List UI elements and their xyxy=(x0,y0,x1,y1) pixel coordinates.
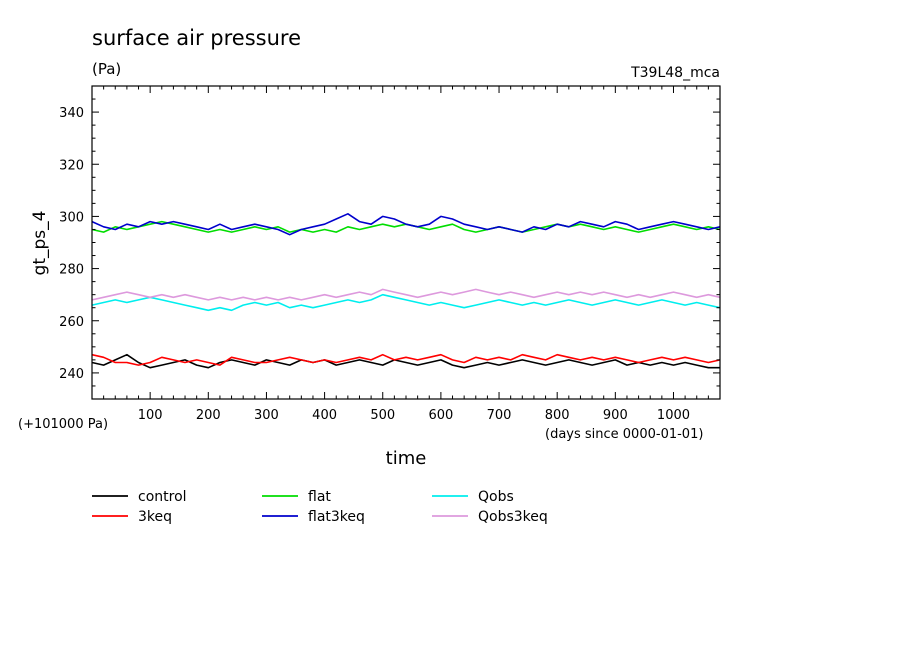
x-tick-label: 900 xyxy=(603,408,628,423)
series-line-flat3keq xyxy=(91,213,721,236)
x-axis-label: time xyxy=(386,448,427,469)
x-tick-label: 200 xyxy=(196,408,221,423)
experiment-label: T39L48_mca xyxy=(630,65,720,81)
chart-unit: (Pa) xyxy=(92,60,121,78)
legend-label-3keq: 3keq xyxy=(138,509,172,525)
legend-label-flat3keq: flat3keq xyxy=(308,509,365,525)
x-units-label: (days since 0000-01-01) xyxy=(545,427,703,442)
x-tick-label: 1000 xyxy=(657,408,690,423)
y-axis-label: gt_ps_4 xyxy=(30,211,50,276)
y-offset-label: (+101000 Pa) xyxy=(18,417,108,432)
series-layer xyxy=(91,213,721,369)
x-tick-label: 600 xyxy=(428,408,453,423)
plot-area: 100 200 300 400 500 600 700 800 900 1000 240 260 280… xyxy=(59,85,721,423)
x-tick-label: 700 xyxy=(487,408,512,423)
chart-title: surface air pressure xyxy=(92,26,301,50)
legend-label-flat: flat xyxy=(308,489,331,505)
y-tick-label: 280 xyxy=(59,263,84,278)
y-tick-label: 240 xyxy=(59,367,84,382)
x-tick-label: 800 xyxy=(545,408,570,423)
series-line-qobs3keq xyxy=(91,288,721,301)
ticks-layer: 100 200 300 400 500 600 700 800 900 1000 240 260 280… xyxy=(59,86,720,423)
legend: control 3keq flat flat3keq Qobs Qobs3keq xyxy=(92,489,548,525)
series-line-3keq xyxy=(91,353,721,366)
series-line-control xyxy=(91,353,720,369)
y-tick-label: 260 xyxy=(59,315,84,330)
legend-label-qobs: Qobs xyxy=(478,489,514,505)
y-tick-label: 320 xyxy=(59,158,84,173)
x-tick-label: 500 xyxy=(370,408,395,423)
y-tick-label: 340 xyxy=(59,106,84,121)
x-tick-label: 300 xyxy=(254,408,279,423)
legend-label-qobs3keq: Qobs3keq xyxy=(478,509,548,525)
x-tick-label: 100 xyxy=(138,408,163,423)
x-tick-label: 400 xyxy=(312,408,337,423)
series-line-qobs xyxy=(91,293,721,312)
y-tick-label: 300 xyxy=(59,210,84,225)
legend-label-control: control xyxy=(138,489,187,505)
plot-frame xyxy=(91,85,721,400)
